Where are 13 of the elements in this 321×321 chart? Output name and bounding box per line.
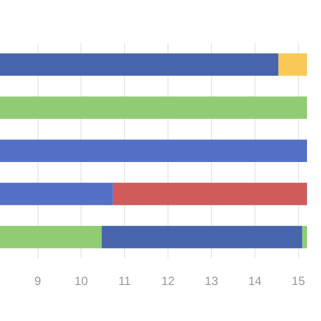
- bar: [102, 226, 302, 248]
- x-tick-label: 13: [204, 274, 218, 288]
- bar: [112, 182, 308, 206]
- bar: [0, 182, 113, 206]
- bar: [278, 53, 308, 76]
- x-tick-label: 12: [161, 274, 176, 288]
- x-tick-label: 10: [74, 274, 88, 288]
- x-tick-label: 15: [292, 274, 306, 288]
- bar: [0, 140, 308, 162]
- x-tick-label: 9: [34, 274, 42, 288]
- x-tick-label: 14: [248, 274, 262, 288]
- bar: [302, 226, 308, 248]
- x-tick-label: 11: [118, 274, 132, 288]
